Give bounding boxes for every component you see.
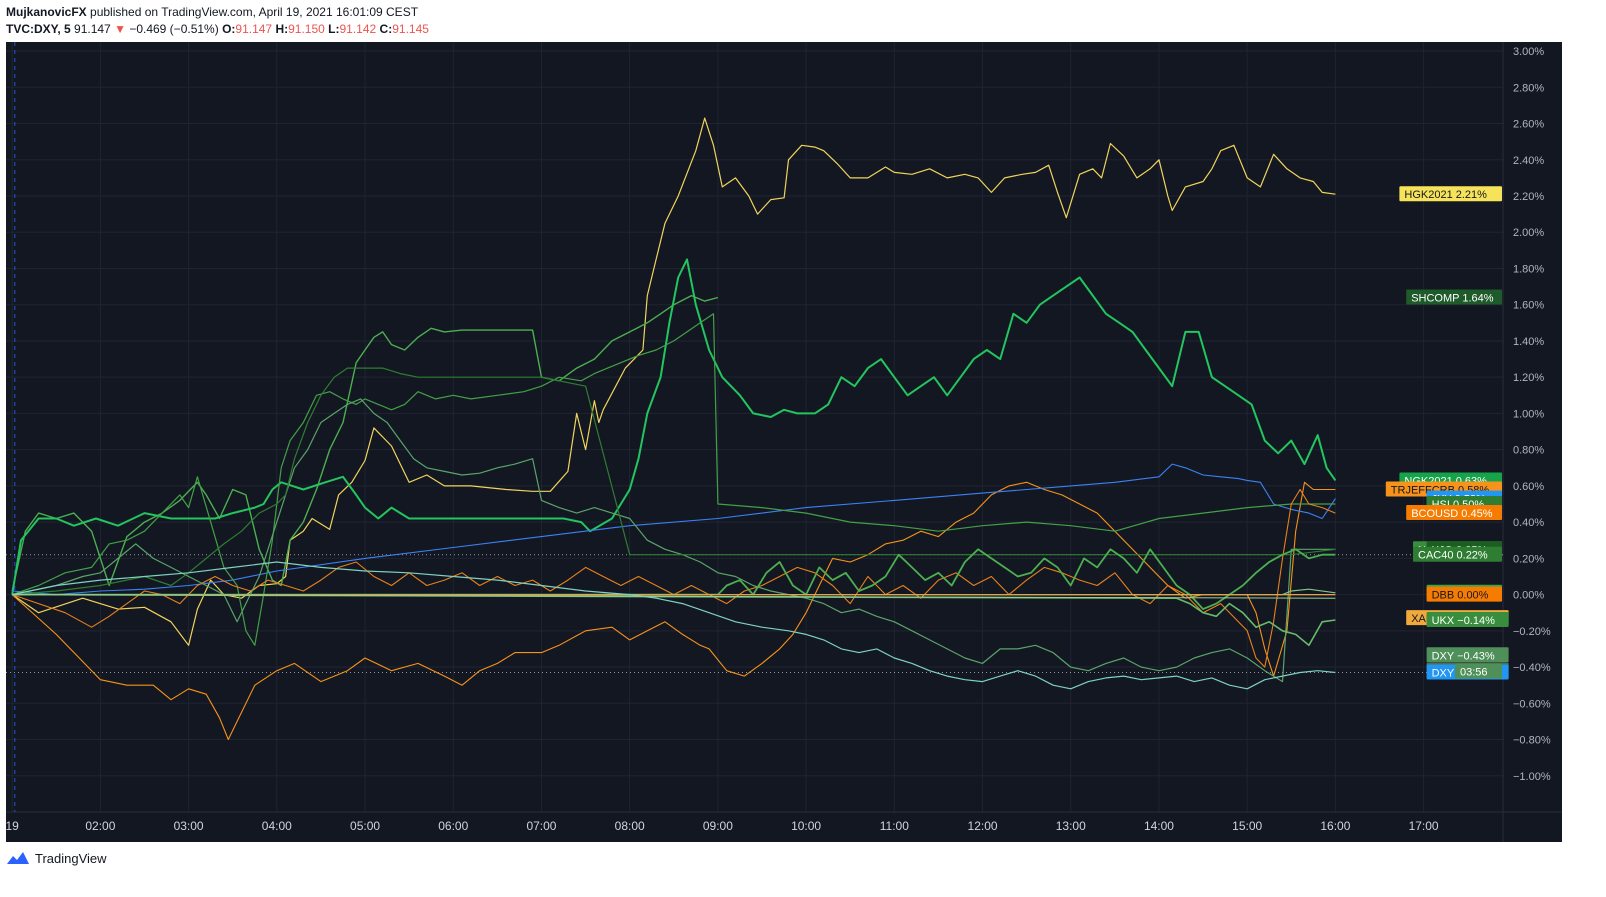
price-change: −0.469 (−0.51%) <box>129 22 219 36</box>
x-tick-label: 15:00 <box>1232 819 1262 833</box>
svg-text:DBB 0.00%: DBB 0.00% <box>1432 590 1489 602</box>
x-tick-label: 14:00 <box>1144 819 1174 833</box>
y-tick-label: −0.60% <box>1513 698 1551 710</box>
x-tick-label: 08:00 <box>615 819 645 833</box>
y-tick-label: −1.00% <box>1513 771 1551 783</box>
price-badge-hgk2021: HGK2021 2.21% <box>1399 186 1502 202</box>
y-tick-label: 0.00% <box>1513 590 1544 602</box>
y-tick-label: 2.40% <box>1513 155 1544 167</box>
price-badge-extra: 03:56 <box>1455 663 1502 679</box>
x-tick-label: 03:00 <box>174 819 204 833</box>
x-tick-label: 19 <box>6 819 19 833</box>
y-tick-label: 0.40% <box>1513 517 1544 529</box>
svg-text:BCOUSD 0.45%: BCOUSD 0.45% <box>1411 508 1493 520</box>
x-tick-label: 09:00 <box>703 819 733 833</box>
close-label: C: <box>379 22 393 36</box>
x-tick-label: 16:00 <box>1320 819 1350 833</box>
series-line-jxy <box>12 463 1336 596</box>
footer-branding: TradingView <box>6 850 107 866</box>
x-tick-label: 11:00 <box>880 819 909 833</box>
y-tick-label: 1.40% <box>1513 336 1544 348</box>
x-tick-label: 12:00 <box>968 819 998 833</box>
y-tick-label: 0.80% <box>1513 445 1544 457</box>
y-tick-label: 0.20% <box>1513 553 1544 565</box>
series-line-trjeffcrb <box>11 481 1336 741</box>
x-tick-label: 07:00 <box>526 819 556 833</box>
price-badge-ukx: UKX −0.14% <box>1426 611 1509 627</box>
ohlc-legend: TVC:DXY, 5 91.147 ▼ −0.469 (−0.51%) O:91… <box>6 22 429 36</box>
series-line-ngk2021 <box>11 258 1337 595</box>
svg-text:CAC40 0.22%: CAC40 0.22% <box>1418 550 1488 562</box>
low-value: 91.142 <box>339 22 377 36</box>
x-tick-label: 06:00 <box>438 819 468 833</box>
close-value: 91.145 <box>392 22 429 36</box>
series-line-hsi <box>12 313 1336 646</box>
y-tick-label: 0.60% <box>1513 481 1544 493</box>
y-tick-label: 3.00% <box>1513 46 1544 58</box>
y-tick-label: 2.80% <box>1513 82 1544 94</box>
series-line-bcousd <box>12 488 1336 668</box>
price-badge-shcomp: SHCOMP 1.64% <box>1406 289 1502 304</box>
series-line-dxy <box>12 561 1336 690</box>
high-label: H: <box>275 22 289 36</box>
x-tick-label: 02:00 <box>85 819 115 833</box>
tradingview-logo-icon <box>7 852 29 864</box>
low-label: L: <box>328 22 340 36</box>
published-text: published on TradingView.com, April 19, … <box>90 5 419 19</box>
y-tick-label: 2.00% <box>1513 227 1544 239</box>
price-badge-bcousd: BCOUSD 0.45% <box>1406 505 1502 521</box>
series-line-hgk2021 <box>11 117 1336 646</box>
y-tick-label: −0.20% <box>1513 626 1551 638</box>
y-tick-label: 1.20% <box>1513 372 1544 384</box>
chart-canvas[interactable]: 3.00% 2.80% 2.60% 2.40% 2.20% 2.00% 1.80% 1.60%… <box>6 42 1562 842</box>
x-tick-label: 10:00 <box>791 819 821 833</box>
last-price: 91.147 <box>74 22 111 36</box>
series-line-xjo <box>12 367 1336 596</box>
y-tick-label: 1.00% <box>1513 408 1544 420</box>
x-tick-label: 04:00 <box>262 819 292 833</box>
series-line-cac40 <box>12 548 1336 610</box>
series-line-shcomp <box>11 294 719 592</box>
price-badge-cac40: CAC40 0.22% <box>1413 546 1502 562</box>
chart-panel[interactable]: 3.00% 2.80% 2.60% 2.40% 2.20% 2.00% 1.80% 1.60%… <box>6 42 1562 842</box>
price-badge-dbb: DBB 0.00% <box>1426 586 1502 602</box>
svg-text:UKX −0.14%: UKX −0.14% <box>1432 615 1496 627</box>
brand-name[interactable]: TradingView <box>35 850 107 866</box>
down-arrow-icon: ▼ <box>114 22 126 36</box>
y-tick-label: 1.60% <box>1513 300 1544 312</box>
x-tick-label: 13:00 <box>1056 819 1086 833</box>
y-tick-label: 2.20% <box>1513 191 1544 203</box>
svg-text:SHCOMP 1.64%: SHCOMP 1.64% <box>1411 292 1494 304</box>
open-value: 91.147 <box>235 22 273 36</box>
svg-text:03:56: 03:56 <box>1460 667 1488 679</box>
y-tick-label: 2.60% <box>1513 119 1544 131</box>
x-tick-label: 17:00 <box>1409 819 1439 833</box>
series-line-dax <box>12 594 1336 599</box>
symbol-label: TVC:DXY, 5 <box>6 22 71 36</box>
open-label: O: <box>222 22 236 36</box>
y-tick-label: 1.80% <box>1513 263 1544 275</box>
y-tick-label: −0.80% <box>1513 735 1551 747</box>
x-tick-label: 05:00 <box>350 819 380 833</box>
high-value: 91.150 <box>288 22 325 36</box>
svg-text:HGK2021 2.21%: HGK2021 2.21% <box>1404 189 1487 201</box>
y-tick-label: −0.40% <box>1513 662 1551 674</box>
publish-info: MujkanovicFX published on TradingView.co… <box>6 5 418 19</box>
author-name[interactable]: MujkanovicFX <box>6 5 87 19</box>
series-line-ukx <box>12 593 1336 647</box>
svg-text:DXY −0.43%: DXY −0.43% <box>1432 650 1495 662</box>
price-badge-extra: DXY −0.43% <box>1426 647 1509 663</box>
series-line-ni225 <box>12 398 1336 683</box>
